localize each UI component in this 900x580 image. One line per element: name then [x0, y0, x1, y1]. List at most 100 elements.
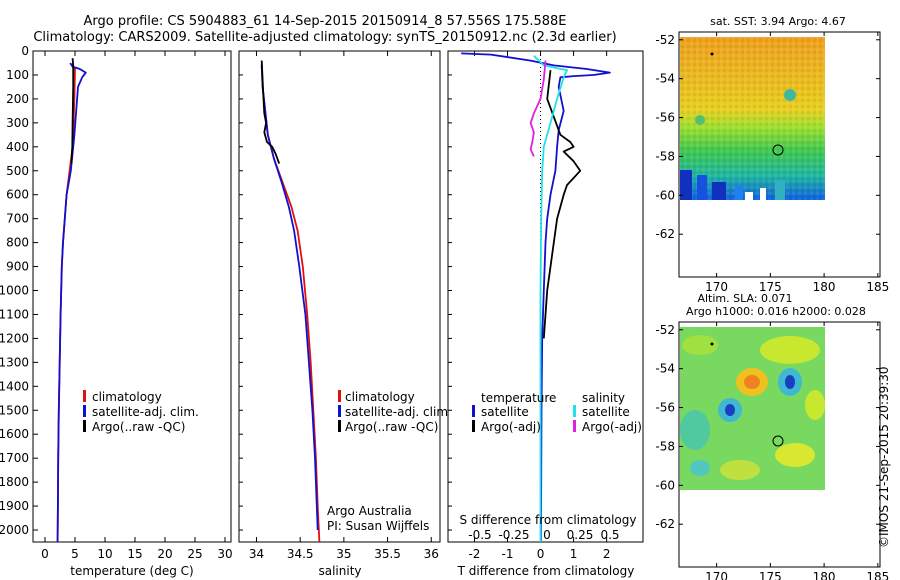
lat-tick-label: -60 [655, 478, 675, 492]
salinity-xlabel: salinity [318, 564, 361, 578]
legend-s-argo-swatch [573, 420, 576, 432]
legend-t-satellite-label: satellite [481, 405, 529, 419]
legend-t-satellite-swatch [472, 405, 475, 417]
depth-tick-label: 1900 [0, 499, 29, 513]
legend-argo-label: Argo(..raw -QC) [92, 420, 185, 434]
sla-feature [690, 460, 710, 476]
temperature-tick-label: 15 [127, 547, 142, 561]
salinity-plot-frame [238, 50, 441, 543]
sla-heatmap-features [680, 335, 825, 480]
series-t-satellite-line [461, 52, 611, 543]
annotation-line-1: Argo Australia [327, 504, 412, 518]
lat-tick-label: -52 [655, 323, 675, 337]
t-difference-tick-label: -1 [502, 547, 514, 561]
sst-cell [775, 180, 785, 200]
lat-tick-label: -58 [655, 439, 675, 453]
sla-map-panel: Altim. SLA: 0.071 Argo h1000: 0.016 h200… [655, 292, 889, 580]
depth-tick-label: 600 [6, 188, 29, 202]
s-tick-label: -0.5 [468, 528, 491, 542]
sst-cell [760, 188, 766, 200]
depth-tick-label: 700 [6, 212, 29, 226]
legend-climatology-label: climatology [92, 390, 162, 404]
depth-tick-label: 1700 [0, 451, 29, 465]
series-argo-raw-qc-line [260, 60, 281, 164]
depth-tick-label: 1300 [0, 355, 29, 369]
salinity-panel: 34 34.5 35 35.5 36 salinity climatology sate… [238, 50, 452, 578]
sla-feature [775, 443, 815, 467]
lat-tick-label: -58 [655, 149, 675, 163]
difference-lines [461, 51, 611, 543]
depth-tick-label: 1100 [0, 307, 29, 321]
s-tick-label: 0 [543, 528, 551, 542]
s-tick-label: -0.25 [498, 528, 529, 542]
sla-feature [760, 336, 820, 364]
depth-tick-label: 200 [6, 92, 29, 106]
sst-map-title: sat. SST: 3.94 Argo: 4.67 [710, 15, 846, 28]
depth-tick-label: 500 [6, 164, 29, 178]
sla-small-marker [710, 342, 714, 346]
difference-plot-frame [447, 50, 644, 543]
lon-tick-label: 175 [759, 280, 782, 294]
series-s-satellite-line [533, 55, 568, 542]
t-difference-axis-ticks: -2 -1 0 1 2 [448, 50, 610, 561]
temperature-plot-frame [32, 50, 232, 543]
sst-cell [697, 175, 707, 200]
legend-satellite-swatch [338, 405, 341, 417]
sla-feature [725, 404, 735, 416]
sst-eddy [784, 89, 796, 101]
depth-tick-label: 900 [6, 260, 29, 274]
legend-climatology-swatch [338, 390, 341, 402]
series-s-argo-adj-line [529, 60, 547, 157]
lon-tick-label: 185 [866, 280, 889, 294]
depth-tick-label: 1400 [0, 379, 29, 393]
depth-tick-label: 1500 [0, 403, 29, 417]
sla-feature [720, 460, 760, 480]
sla-feature [805, 390, 825, 420]
legend-satellite-label: satellite-adj. clim. [345, 405, 452, 419]
depth-tick-label: 2000 [0, 523, 29, 537]
lat-tick-label: -60 [655, 188, 675, 202]
temperature-tick-label: 5 [71, 547, 79, 561]
series-argo-raw-qc-line [70, 58, 75, 164]
legend-t-argo-label: Argo(-adj) [481, 420, 541, 434]
sst-map-panel: sat. SST: 3.94 Argo: 4.67 170 175 180 185 -5… [655, 15, 889, 294]
legend-argo-swatch [83, 420, 86, 432]
legend-t-argo-swatch [472, 420, 475, 432]
salinity-axis-ticks: 34 34.5 35 35.5 36 [239, 50, 439, 561]
legend-satellite-swatch [83, 405, 86, 417]
sst-heatmap-cells [680, 89, 796, 200]
salinity-tick-label: 34 [249, 547, 264, 561]
legend-s-satellite-label: satellite [582, 405, 630, 419]
salinity-lines [260, 60, 321, 543]
temperature-tick-label: 25 [187, 547, 202, 561]
temperature-panel: 0100200300400500600700800900100011001200… [0, 44, 233, 578]
sst-cell [735, 185, 743, 200]
depth-tick-label: 800 [6, 236, 29, 250]
sst-small-marker [710, 52, 714, 56]
salinity-tick-label: 35.5 [374, 547, 401, 561]
s-difference-label: S difference from climatology [460, 513, 637, 527]
depth-tick-label: 400 [6, 140, 29, 154]
legend-climatology-swatch [83, 390, 86, 402]
difference-legend: temperature salinity satellite Argo(-adj… [472, 391, 642, 434]
depth-axis-ticks: 0 100 200 300 400 500 600 700 800 900 1000 1100 1200… [0, 44, 38, 537]
series-t-argo-adj-line [542, 70, 582, 339]
salinity-tick-label: 36 [424, 547, 439, 561]
lat-tick-label: -56 [655, 111, 675, 125]
depth-tick-label: 100 [6, 68, 29, 82]
sla-map-title-line-2: Argo h1000: 0.016 h2000: 0.028 [686, 305, 866, 318]
depth-tick-label: 1200 [0, 331, 29, 345]
lat-tick-label: -54 [655, 72, 675, 86]
sla-map-axes: 170 175 180 185 -52 -54 -56 -58 -60 -62 [655, 322, 889, 580]
t-difference-xlabel: T difference from climatology [457, 564, 635, 578]
sst-map-axes: 170 175 180 185 -52 -54 -56 -58 -60 -62 [655, 32, 889, 294]
temperature-tick-label: 30 [217, 547, 232, 561]
legend-satellite-label: satellite-adj. clim. [92, 405, 199, 419]
s-tick-label: 0.25 [567, 528, 594, 542]
temperature-tick-label: 10 [97, 547, 112, 561]
imos-timestamp: ©IMOS 21-Sep-2015 20:39:30 [877, 366, 891, 548]
t-difference-tick-label: 1 [570, 547, 578, 561]
lon-tick-label: 170 [705, 570, 728, 580]
depth-tick-label: 300 [6, 116, 29, 130]
